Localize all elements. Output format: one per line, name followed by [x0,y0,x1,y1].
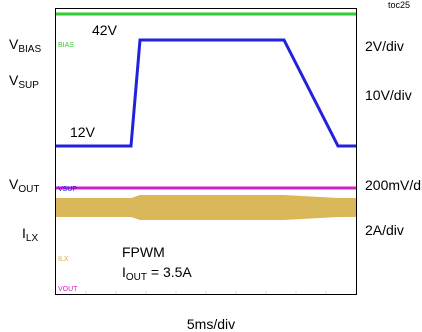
high-level-label: 42V [92,22,118,38]
grid [85,291,327,294]
ilx-waveform [56,195,356,220]
mode-label: FPWM [122,244,165,260]
vout-scale: 200mV/div [365,177,422,193]
ilx-scale: 2A/div [365,222,404,238]
iout-label: IOUT = 3.5A [122,264,192,283]
figure-id: toc25 [387,0,410,10]
vout-label: VOUT [9,176,40,195]
low-level-label: 12V [70,124,96,140]
vsup-label: VSUP [9,72,39,91]
vsup-scale: 10V/div [365,87,412,103]
ilx-label: ILX [22,225,39,244]
vsup-tag: VSUP [58,186,77,193]
scope-plot: BIAS VSUP ILX VOUT 42V 12V FPWM IOUT = 3… [56,12,356,294]
scope-screen: BIAS VSUP ILX VOUT 42V 12V FPWM IOUT = 3… [55,8,357,295]
vbias-scale: 2V/div [365,38,404,54]
vout-tag: VOUT [58,286,78,293]
vbias-label: VBIAS [9,36,42,55]
ilx-tag: ILX [58,256,69,263]
vsup-waveform [56,38,356,148]
timebase-label: 5ms/div [186,316,236,332]
bias-tag: BIAS [58,42,74,49]
